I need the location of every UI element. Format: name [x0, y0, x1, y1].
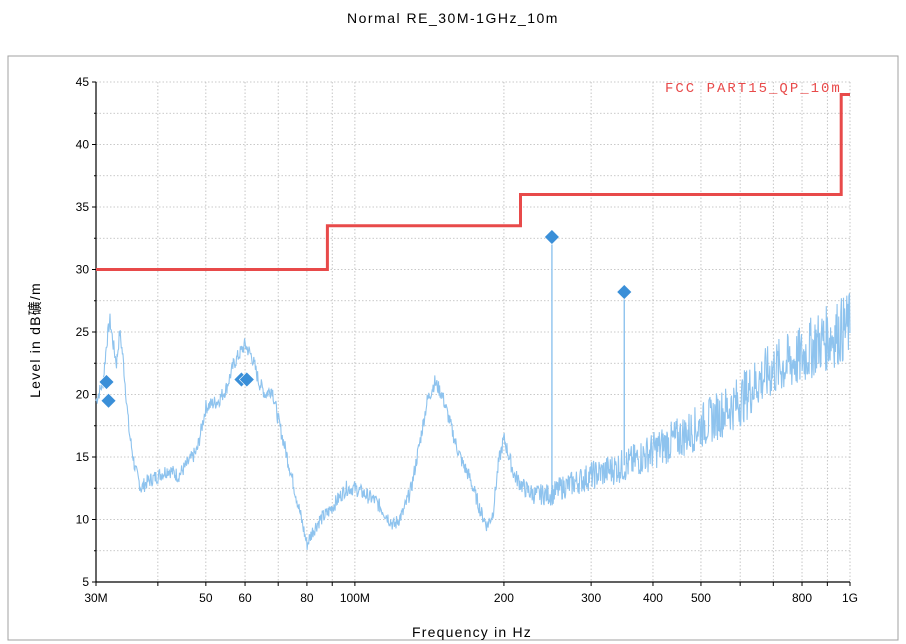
x-tick-label: 80	[300, 591, 314, 605]
limit-line-path	[96, 93, 850, 271]
peak-marker	[238, 371, 255, 388]
peak-markers	[98, 229, 633, 409]
y-axis-label: Level in dB礦/m	[27, 282, 43, 398]
x-tick-label: 50	[199, 591, 213, 605]
peak-marker	[100, 392, 117, 409]
y-tick-label: 15	[76, 450, 90, 464]
emission-trace	[95, 237, 851, 550]
y-tick-label: 30	[76, 263, 90, 277]
axes	[92, 81, 851, 586]
x-tick-label: 100M	[340, 591, 370, 605]
ticks: 5 10 15 20 25 30 35 40 45 30M 50 60 80 100M 200 300 400 5…	[76, 75, 858, 605]
chart-title: Normal RE_30M-1GHz_10m	[347, 10, 559, 26]
peak-marker	[98, 374, 115, 390]
x-tick-label: 200	[494, 591, 514, 605]
limit-line	[96, 93, 850, 271]
x-tick-label: 400	[643, 591, 663, 605]
x-tick-label: 300	[581, 591, 601, 605]
y-tick-label: 5	[82, 575, 89, 589]
y-tick-label: 45	[76, 75, 90, 89]
limit-line-label: FCC PART15_QP_10m	[665, 81, 842, 97]
x-tick-label: 1G	[842, 591, 858, 605]
y-tick-label: 25	[76, 325, 90, 339]
y-tick-label: 10	[76, 513, 90, 527]
x-tick-label: 60	[238, 591, 252, 605]
emission-trace-line	[95, 293, 851, 550]
peak-marker	[616, 284, 633, 300]
y-tick-label: 20	[76, 388, 90, 402]
x-tick-label: 800	[792, 591, 812, 605]
x-axis-label: Frequency in Hz	[412, 624, 532, 640]
y-tick-label: 35	[76, 200, 90, 214]
x-tick-label: 30M	[84, 591, 107, 605]
y-tick-label: 40	[76, 138, 90, 152]
peak-marker	[543, 229, 560, 245]
plot-frame	[7, 55, 899, 641]
x-tick-label: 500	[691, 591, 711, 605]
